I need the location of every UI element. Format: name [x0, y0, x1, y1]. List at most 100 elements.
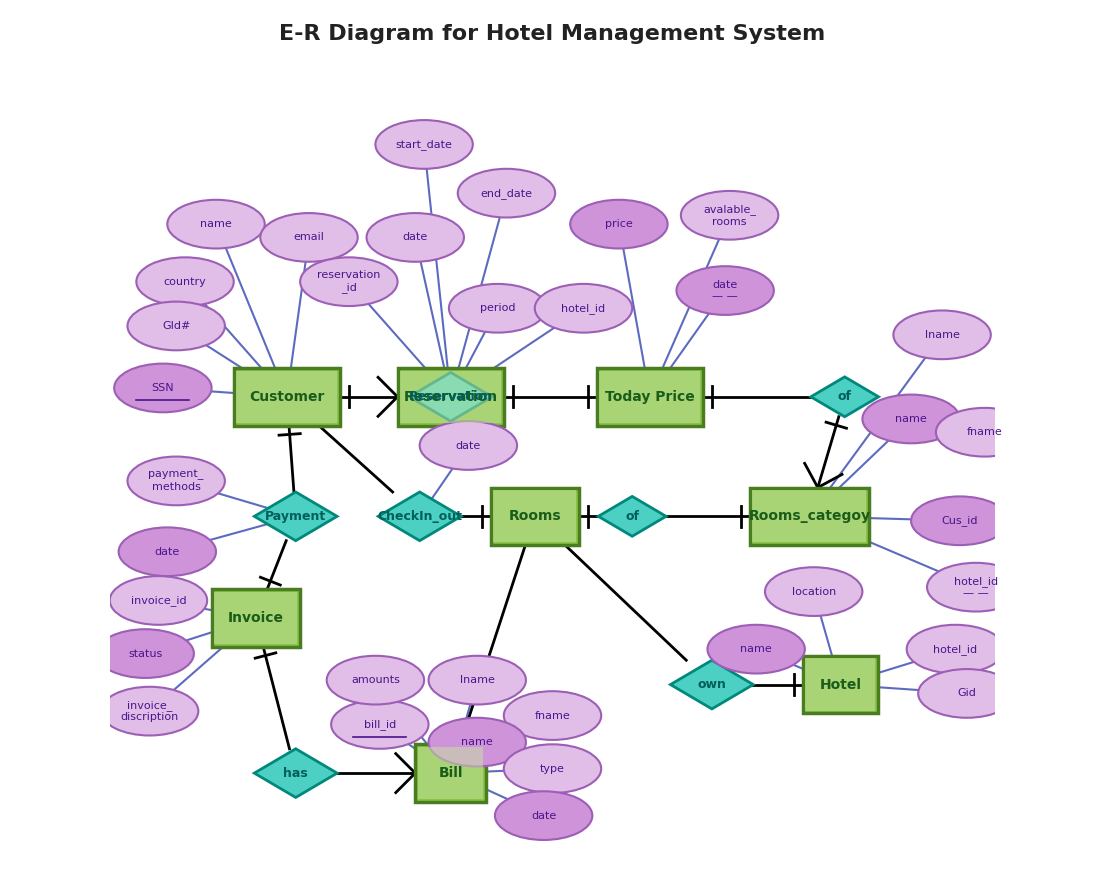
Ellipse shape — [504, 744, 601, 793]
Text: reservation
_id: reservation _id — [317, 271, 380, 293]
Text: lname: lname — [460, 675, 495, 685]
Ellipse shape — [681, 191, 778, 240]
Ellipse shape — [136, 257, 234, 306]
Text: GId#: GId# — [162, 321, 190, 331]
Ellipse shape — [376, 120, 473, 168]
Text: CheckIn_out: CheckIn_out — [377, 510, 462, 523]
Text: of: of — [838, 390, 852, 404]
Text: fname: fname — [967, 427, 1002, 437]
Text: hotel_id: hotel_id — [561, 303, 606, 314]
FancyBboxPatch shape — [234, 368, 340, 426]
Ellipse shape — [862, 395, 960, 444]
Text: invoice_id: invoice_id — [130, 595, 187, 606]
FancyBboxPatch shape — [749, 487, 869, 545]
Ellipse shape — [301, 257, 398, 306]
Polygon shape — [254, 492, 337, 541]
Ellipse shape — [918, 669, 1015, 718]
Ellipse shape — [167, 200, 265, 249]
Polygon shape — [671, 660, 754, 709]
Text: lname: lname — [925, 330, 959, 339]
Text: date: date — [455, 440, 481, 451]
FancyBboxPatch shape — [400, 371, 502, 423]
FancyBboxPatch shape — [753, 490, 866, 543]
Text: price: price — [606, 219, 633, 229]
Text: name: name — [200, 219, 232, 229]
Text: name: name — [740, 644, 772, 654]
Ellipse shape — [327, 656, 424, 705]
Text: Invoice: Invoice — [228, 611, 284, 625]
Ellipse shape — [912, 496, 1009, 545]
FancyBboxPatch shape — [211, 589, 301, 647]
Text: Payment: Payment — [265, 510, 326, 523]
Text: Reservation: Reservation — [403, 389, 497, 404]
Ellipse shape — [118, 527, 217, 576]
Text: date: date — [155, 547, 180, 557]
Text: fname: fname — [535, 710, 570, 721]
Ellipse shape — [927, 563, 1024, 611]
Ellipse shape — [332, 700, 429, 748]
Ellipse shape — [420, 421, 517, 470]
Text: Hotel: Hotel — [819, 677, 861, 691]
FancyBboxPatch shape — [599, 371, 701, 423]
Text: avalable_
rooms: avalable_ rooms — [703, 204, 756, 226]
Text: name: name — [462, 737, 493, 748]
Text: own: own — [697, 678, 726, 691]
Text: period: period — [480, 303, 515, 314]
Text: email: email — [294, 233, 325, 242]
Ellipse shape — [261, 213, 358, 262]
Text: location: location — [791, 586, 835, 597]
FancyBboxPatch shape — [214, 592, 297, 644]
Text: date: date — [532, 811, 556, 821]
Text: Customer: Customer — [250, 389, 325, 404]
Polygon shape — [811, 377, 878, 417]
Text: Reservation: Reservation — [409, 390, 493, 404]
Ellipse shape — [907, 625, 1004, 674]
Text: bill_id: bill_id — [364, 719, 396, 730]
Text: amounts: amounts — [351, 675, 400, 685]
Ellipse shape — [127, 456, 225, 505]
Text: country: country — [164, 277, 207, 287]
Ellipse shape — [457, 168, 555, 217]
Ellipse shape — [535, 284, 632, 332]
Text: name: name — [895, 414, 927, 424]
FancyBboxPatch shape — [398, 368, 504, 426]
Text: Rooms: Rooms — [508, 510, 561, 523]
Text: hotel_id: hotel_id — [934, 643, 978, 655]
Text: has: has — [283, 766, 308, 780]
FancyBboxPatch shape — [418, 747, 483, 799]
Text: status: status — [128, 649, 162, 658]
Ellipse shape — [109, 576, 207, 625]
Text: Cus_id: Cus_id — [941, 515, 978, 527]
FancyBboxPatch shape — [597, 368, 703, 426]
Text: Rooms_categoy: Rooms_categoy — [748, 510, 871, 523]
Ellipse shape — [894, 310, 991, 359]
FancyBboxPatch shape — [236, 371, 337, 423]
Ellipse shape — [570, 200, 667, 249]
Text: E-R Diagram for Hotel Management System: E-R Diagram for Hotel Management System — [280, 24, 825, 44]
Polygon shape — [598, 496, 666, 536]
FancyBboxPatch shape — [415, 744, 486, 802]
Text: of: of — [625, 510, 639, 523]
Text: date
— —: date — — — [713, 280, 738, 301]
Ellipse shape — [504, 691, 601, 740]
Ellipse shape — [936, 408, 1033, 456]
Ellipse shape — [114, 364, 211, 413]
Ellipse shape — [96, 629, 193, 678]
Text: end_date: end_date — [481, 188, 533, 199]
Text: Today Price: Today Price — [606, 389, 695, 404]
Text: payment_
methods: payment_ methods — [148, 470, 204, 492]
Polygon shape — [409, 372, 492, 421]
Text: invoice_
discription: invoice_ discription — [120, 699, 179, 723]
Text: type: type — [540, 764, 565, 773]
Ellipse shape — [127, 302, 225, 350]
Text: hotel_id
— —: hotel_id — — — [954, 576, 998, 599]
FancyBboxPatch shape — [802, 656, 877, 714]
Ellipse shape — [676, 266, 774, 315]
Text: date: date — [402, 233, 428, 242]
Ellipse shape — [101, 687, 198, 735]
Ellipse shape — [495, 791, 592, 840]
Ellipse shape — [429, 656, 526, 705]
Ellipse shape — [765, 568, 862, 616]
FancyBboxPatch shape — [493, 490, 577, 543]
Ellipse shape — [429, 718, 526, 766]
